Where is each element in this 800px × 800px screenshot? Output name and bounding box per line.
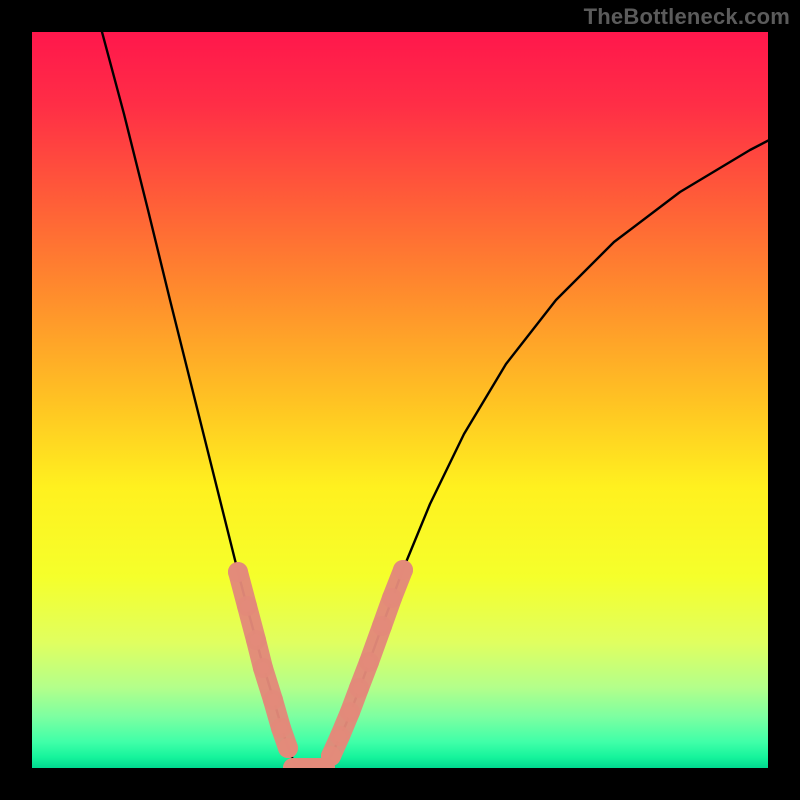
marker-joint (257, 662, 269, 674)
gradient-background (32, 32, 768, 768)
marker-joint (267, 694, 279, 706)
bottleneck-curve-chart (0, 0, 800, 800)
marker-joint (344, 706, 356, 718)
marker-joint (241, 600, 253, 612)
marker-joint (334, 730, 346, 742)
marker-joint (376, 620, 388, 632)
marker-joint (386, 592, 398, 604)
marker-joint (353, 682, 365, 694)
marker-joint (363, 656, 375, 668)
marker-joint (275, 722, 287, 734)
watermark-text: TheBottleneck.com (584, 4, 790, 30)
plot-area (32, 32, 800, 778)
marker-endcap (278, 738, 298, 758)
marker-endcap (228, 562, 248, 582)
chart-frame: TheBottleneck.com (0, 0, 800, 800)
marker-endcap (393, 560, 413, 580)
marker-joint (250, 634, 262, 646)
